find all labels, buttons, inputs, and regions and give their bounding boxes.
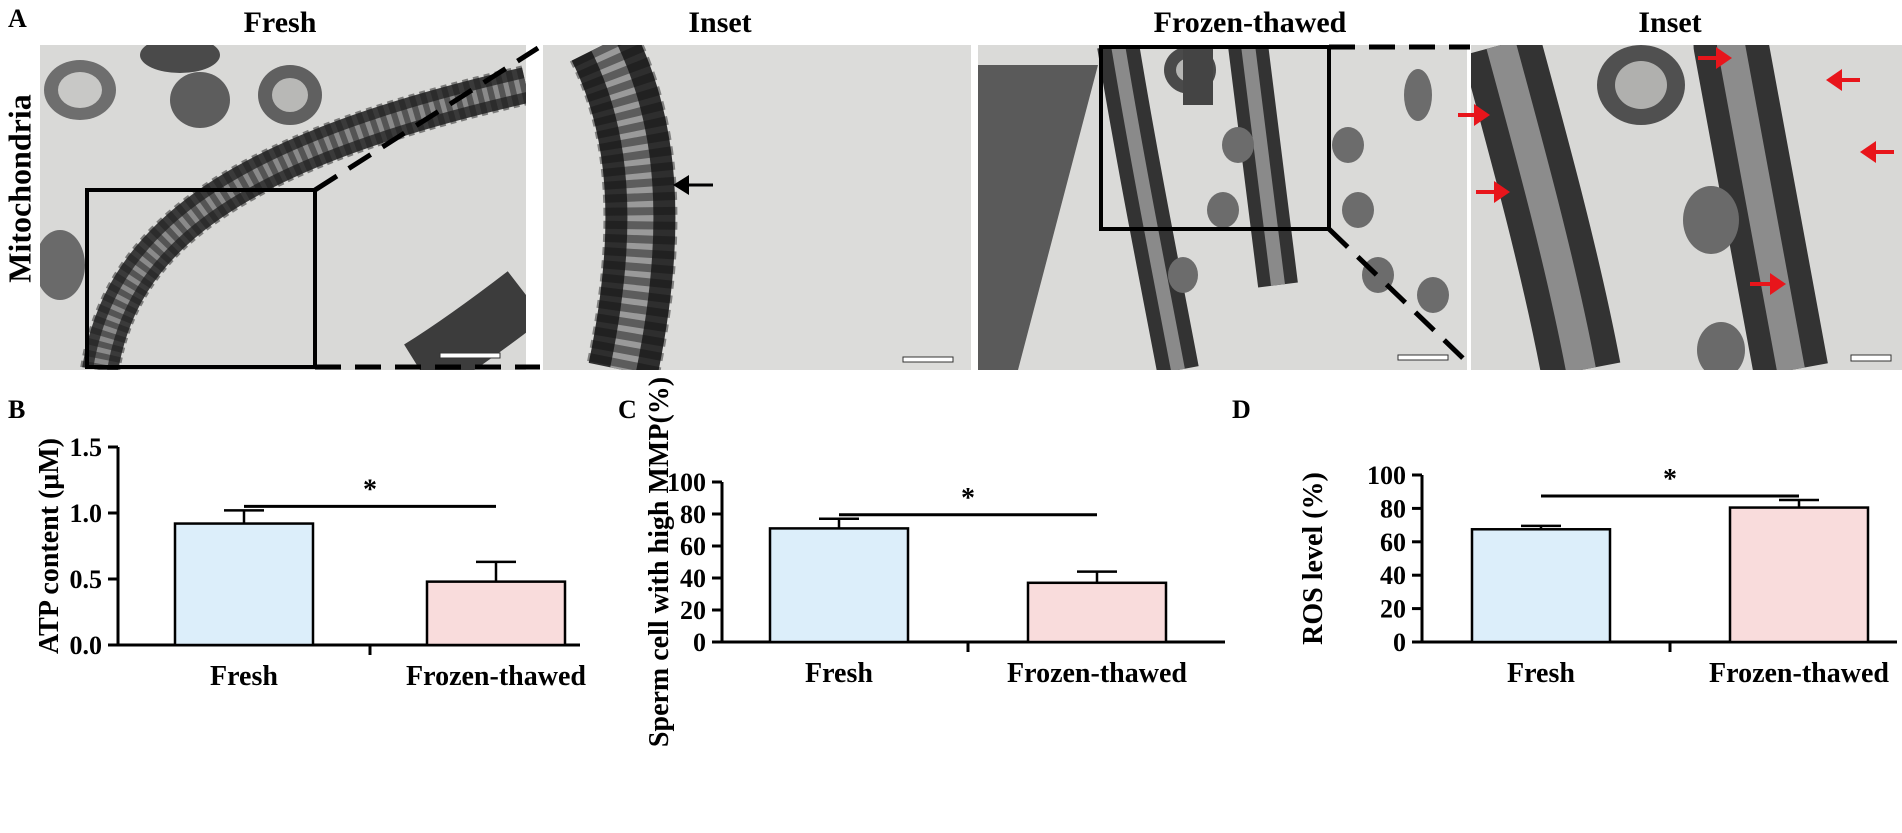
column-title-inset-1: Inset [688, 6, 752, 39]
y-axis-title: ATP content (μM) [34, 438, 65, 654]
column-title-frozen-thawed: Frozen-thawed [1153, 6, 1347, 39]
y-tick-label: 0 [1393, 628, 1406, 657]
bar-fresh [1470, 528, 1612, 644]
zoom-box-fresh [85, 188, 317, 369]
red-arrows [1458, 47, 1894, 295]
y-tick-label: 0.5 [70, 565, 103, 594]
column-title-fresh: Fresh [243, 6, 317, 39]
y-axis-title: Sperm cell with high MMP(%) [644, 377, 675, 747]
y-tick-label: 80 [680, 500, 706, 529]
column-title-inset-2: Inset [1638, 6, 1702, 39]
x-category-label: Frozen-thawed [1709, 658, 1889, 689]
significance-star: * [363, 474, 377, 505]
zoom-box-frozen [1099, 45, 1331, 231]
y-tick-label: 60 [680, 532, 706, 561]
bar-frozen-thawed [425, 580, 567, 647]
panel-label-d: D [1232, 395, 1251, 424]
em-image-frozen-thawed [978, 45, 1467, 370]
y-tick-label: 1.0 [70, 499, 103, 528]
y-tick-label: 40 [1380, 561, 1406, 590]
bar-fresh [173, 522, 315, 647]
x-category-label: Fresh [805, 658, 873, 689]
panel-label-a: A [8, 4, 27, 33]
bar-frozen-thawed [1026, 581, 1168, 644]
panel-a-overlay [85, 44, 1894, 370]
panel-label-c: C [618, 395, 637, 424]
y-tick-label: 100 [667, 468, 706, 497]
bar-chart-ros: 0 20 40 60 80 100 ROS level (%) Fresh Frozen-tha… [1298, 461, 1897, 689]
y-tick-label: 60 [1380, 528, 1406, 557]
y-axis-title: ROS level (%) [1298, 472, 1329, 645]
y-tick-label: 1.5 [70, 433, 103, 462]
bar-fresh [768, 527, 910, 644]
y-tick-label: 20 [680, 596, 706, 625]
em-image-inset-fresh [543, 45, 971, 370]
y-tick-label: 0 [693, 628, 706, 657]
em-image-fresh [40, 45, 526, 370]
significance-star: * [1663, 464, 1677, 495]
x-category-label: Fresh [1507, 658, 1575, 689]
y-tick-label: 0.0 [70, 631, 103, 660]
x-category-label: Fresh [210, 661, 278, 692]
significance-star: * [961, 483, 975, 514]
bar-frozen-thawed [1728, 506, 1870, 644]
em-image-inset-frozen-thawed [1471, 45, 1902, 370]
y-tick-label: 20 [1380, 595, 1406, 624]
panel-label-b: B [8, 395, 26, 424]
y-tick-label: 80 [1380, 494, 1406, 523]
y-tick-label: 100 [1367, 461, 1406, 490]
x-category-label: Frozen-thawed [406, 661, 586, 692]
y-tick-label: 40 [680, 564, 706, 593]
x-category-label: Frozen-thawed [1007, 658, 1187, 689]
